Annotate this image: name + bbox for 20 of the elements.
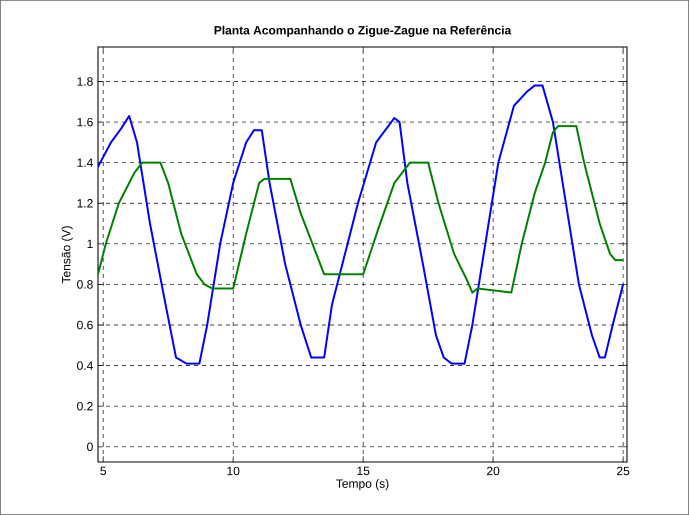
y-tick-label: 1.6 — [78, 118, 93, 126]
line-series — [98, 125, 624, 294]
y-tick-label: 1 — [88, 240, 93, 248]
y-axis-title: Tensão (V) — [62, 226, 73, 284]
x-tick-label: 20 — [487, 466, 500, 476]
y-tick-label: 1.4 — [78, 158, 93, 167]
x-tick-label: 25 — [617, 466, 630, 476]
y-tick-label: 1.8 — [78, 77, 93, 86]
y-tick-label: 1.2 — [78, 199, 93, 208]
x-tick-label: 10 — [227, 466, 240, 476]
x-tick-label: 15 — [357, 466, 370, 476]
y-tick-label: 0 — [87, 442, 93, 452]
y-tick-label: 0.8 — [77, 280, 93, 289]
x-axis-title: Tempo (s) — [336, 479, 388, 490]
y-tick-label: 0.6 — [77, 320, 93, 330]
x-tick-label: 5 — [100, 466, 106, 476]
line-series — [98, 84, 624, 365]
y-tick-label: 0.4 — [77, 361, 93, 370]
chart-title: Planta Acompanhando o Zigue-Zague na Referência — [214, 25, 512, 37]
y-tick-label: 0.2 — [77, 402, 93, 410]
